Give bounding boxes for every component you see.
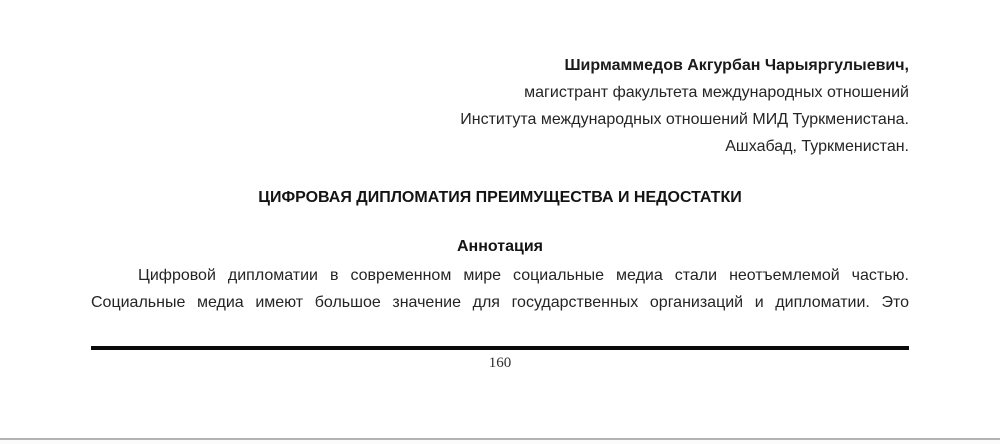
- author-location: Ашхабад, Туркменистан.: [725, 138, 909, 155]
- author-block: Ширмаммедов Акгурбан Чарыяргулыевич, маг…: [91, 52, 909, 160]
- page-number: 160: [488, 355, 512, 371]
- abstract-text-line-1: Цифровой дипломатии в современном мире с…: [138, 267, 909, 284]
- abstract-text-line-2: Социальные медиа имеют большое значение …: [91, 294, 909, 311]
- article-title: ЦИФРОВАЯ ДИПЛОМАТИЯ ПРЕИМУЩЕСТВА И НЕДОС…: [258, 189, 742, 206]
- page-content: Ширмаммедов Акгурбан Чарыяргулыевич, маг…: [91, 0, 909, 373]
- author-institution: Института международных отношений МИД Ту…: [460, 111, 909, 128]
- abstract-paragraph: Цифровой дипломатии в современном мире с…: [91, 262, 909, 316]
- page-bottom-edge: [0, 438, 1000, 440]
- abstract-heading: Аннотация: [457, 238, 543, 255]
- viewer-background: [0, 440, 1000, 444]
- footer-rule: [91, 346, 909, 350]
- author-role: магистрант факультета международных отно…: [524, 84, 909, 101]
- author-name: Ширмаммедов Акгурбан Чарыяргулыевич,: [564, 57, 909, 74]
